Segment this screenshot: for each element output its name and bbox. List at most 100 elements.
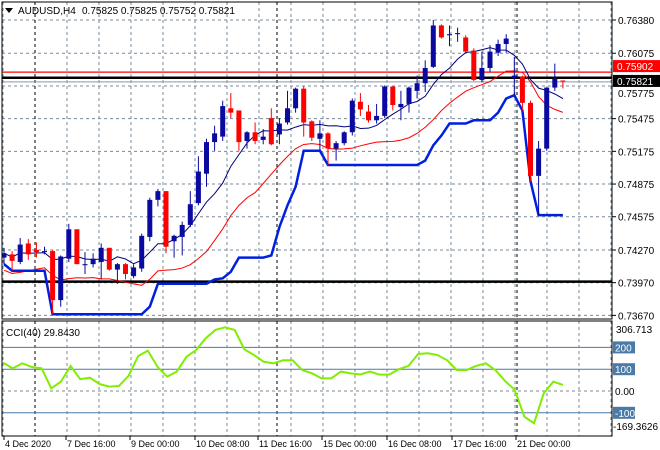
candle bbox=[220, 100, 226, 141]
moving-average-lower bbox=[3, 70, 564, 286]
candle-body bbox=[106, 247, 112, 270]
candle-body bbox=[301, 88, 307, 123]
candle bbox=[58, 255, 64, 307]
candle bbox=[463, 35, 469, 53]
candle-body bbox=[285, 108, 290, 123]
candle bbox=[341, 131, 347, 146]
candle-body bbox=[33, 249, 39, 253]
candle-body bbox=[414, 83, 420, 91]
candle bbox=[204, 138, 209, 187]
candle bbox=[544, 87, 550, 151]
candle bbox=[398, 90, 404, 121]
candle bbox=[374, 103, 380, 124]
candle-body bbox=[382, 86, 388, 116]
candle-body bbox=[309, 121, 315, 138]
candle-body bbox=[447, 34, 452, 36]
candle-body bbox=[503, 38, 509, 44]
candle bbox=[301, 86, 307, 137]
candle-body bbox=[1, 253, 7, 258]
candle bbox=[366, 105, 371, 123]
candle-body bbox=[9, 254, 15, 261]
price-tick-label: 0.76380 bbox=[618, 16, 655, 27]
ask-price-badge bbox=[613, 60, 660, 73]
candle-body bbox=[195, 171, 201, 204]
candle bbox=[228, 93, 234, 119]
time-tick-label: 21 Dec 00:00 bbox=[517, 439, 571, 449]
candle bbox=[495, 39, 501, 56]
candle-body bbox=[366, 111, 371, 121]
candle-body bbox=[544, 87, 550, 149]
candle-body bbox=[260, 136, 266, 140]
candle bbox=[422, 60, 428, 92]
chart-symbol: AUDUSD,H4 bbox=[18, 6, 76, 17]
candle bbox=[42, 246, 47, 255]
candle-body bbox=[430, 25, 436, 67]
cci-panel-border bbox=[1, 320, 613, 437]
candle bbox=[106, 247, 112, 271]
bid-price-label: 0.75821 bbox=[617, 77, 654, 88]
price-tick-label: 0.75475 bbox=[618, 115, 655, 126]
triangle-down-icon[interactable] bbox=[5, 8, 13, 13]
candle bbox=[90, 253, 96, 268]
candle-body bbox=[293, 88, 299, 109]
cci-level-badge bbox=[613, 363, 635, 376]
candle bbox=[252, 122, 258, 145]
time-tick-label: 4 Dec 2020 bbox=[5, 439, 51, 449]
moving-average-upper bbox=[3, 47, 564, 265]
candle bbox=[519, 75, 525, 111]
candle-body bbox=[398, 103, 404, 108]
candle bbox=[244, 131, 250, 149]
candle-body bbox=[560, 80, 566, 82]
cci-level-label: -100 bbox=[615, 409, 635, 420]
candle bbox=[276, 118, 282, 145]
candle-body bbox=[139, 235, 145, 269]
candle-body bbox=[179, 224, 185, 237]
candle-body bbox=[42, 251, 47, 253]
cci-level-label: 0.00 bbox=[615, 387, 635, 398]
bid-price-badge bbox=[613, 74, 660, 87]
cci-axis: 306.713 200 100 0.00 -100 -169.3626 bbox=[613, 325, 658, 433]
candle-body bbox=[58, 256, 64, 301]
candle bbox=[114, 263, 120, 284]
candle bbox=[536, 140, 542, 216]
candle bbox=[511, 57, 517, 96]
candle-body bbox=[147, 199, 153, 237]
cci-level-label: 200 bbox=[615, 343, 632, 354]
candle bbox=[382, 85, 388, 119]
candle-body bbox=[228, 108, 234, 113]
candle bbox=[528, 100, 533, 182]
cci-level-label: 100 bbox=[615, 365, 632, 376]
candles bbox=[1, 20, 566, 315]
main-panel-border bbox=[1, 1, 613, 320]
candle-body bbox=[220, 106, 226, 137]
time-axis: 4 Dec 2020 7 Dec 16:00 9 Dec 00:00 10 Dec 0… bbox=[3, 436, 571, 449]
candle-body bbox=[114, 264, 120, 270]
candle-body bbox=[455, 33, 461, 35]
candle-body bbox=[212, 133, 218, 143]
candle-body bbox=[422, 67, 428, 84]
time-tick-label: 10 Dec 08:00 bbox=[196, 439, 250, 449]
candle-body bbox=[463, 37, 469, 52]
candle bbox=[9, 251, 15, 271]
price-tick-label: 0.73670 bbox=[618, 311, 655, 322]
candle bbox=[139, 233, 145, 272]
candle bbox=[357, 93, 363, 116]
candle bbox=[179, 221, 185, 256]
candle bbox=[260, 129, 266, 145]
price-axis: 0.76380 0.76075 0.75775 0.75475 0.75175 0.748… bbox=[612, 16, 660, 322]
candle bbox=[455, 27, 461, 42]
candle bbox=[74, 229, 80, 265]
candle bbox=[430, 20, 436, 68]
candle-body bbox=[244, 132, 250, 141]
candle-body bbox=[90, 258, 96, 265]
candle-body bbox=[82, 264, 88, 266]
candle-body bbox=[163, 191, 169, 247]
time-tick-label: 9 Dec 00:00 bbox=[131, 439, 180, 449]
candle bbox=[163, 191, 169, 254]
candle bbox=[33, 242, 39, 258]
candle-body bbox=[471, 50, 477, 80]
horizontal-lines bbox=[2, 71, 612, 283]
candle bbox=[447, 25, 452, 47]
